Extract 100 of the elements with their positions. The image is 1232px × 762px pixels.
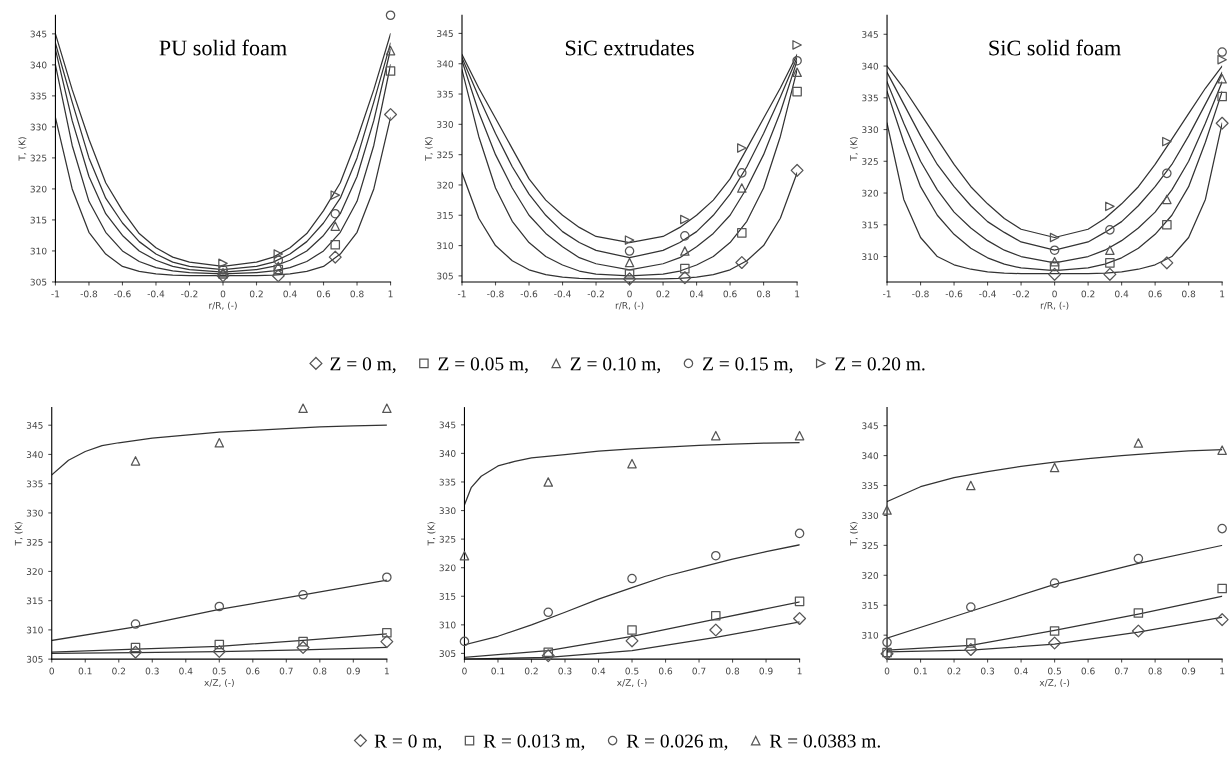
x-tick-label: -0.2 [1012, 290, 1029, 298]
x-tick-label: 0.6 [316, 290, 331, 298]
y-tick-label: 330 [26, 509, 43, 517]
y-tick-label: 320 [439, 564, 456, 572]
y-tick-label: 320 [862, 572, 879, 579]
x-tick-label: -0.4 [147, 290, 165, 298]
x-tick-label: 0.5 [212, 667, 226, 675]
y-tick-label: 335 [862, 94, 878, 102]
y-tick-label: 315 [30, 216, 47, 224]
x-tick-label: 0.2 [524, 667, 538, 675]
x-tick-label: 0.7 [1115, 667, 1129, 675]
y-tick-label: 345 [26, 421, 43, 429]
text: SiC solid foam [989, 39, 1121, 56]
text: SiC extrudates [565, 39, 694, 56]
y-tick-label: 335 [862, 482, 878, 490]
y-tick-label: 320 [26, 568, 43, 575]
x-tick-label: -0.2 [181, 290, 198, 298]
x-tick-label: 0.9 [759, 667, 773, 675]
y-tick-label: 325 [26, 538, 43, 546]
x-axis-title: r/R, (-) [209, 301, 237, 310]
y-tick-label: 335 [26, 480, 43, 488]
y-tick-label: 340 [437, 60, 454, 68]
x-tick-label: 0.4 [591, 667, 606, 675]
x-tick-label: 1 [388, 290, 393, 298]
x-tick-label: -1 [457, 290, 466, 298]
x-tick-label: 0 [1052, 290, 1057, 298]
x-tick-label: -0.8 [80, 290, 98, 298]
x-tick-label: 0.7 [692, 667, 706, 675]
x-tick-label: 0.3 [558, 667, 572, 675]
x-tick-label: 0 [627, 290, 632, 298]
x-tick-label: 0.4 [1014, 667, 1028, 675]
y-tick-label: 315 [862, 601, 878, 609]
legend-label: Z = 0.05 m, [438, 357, 528, 374]
y-tick-label: 315 [862, 221, 878, 229]
y-tick-label: 310 [30, 247, 47, 255]
x-tick-label: 0.4 [179, 667, 193, 675]
y-tick-label: 330 [30, 123, 47, 131]
y-tick-label: 310 [437, 242, 454, 250]
y-tick-label: 335 [439, 478, 456, 486]
y-tick-label: 320 [30, 185, 47, 193]
y-axis-title: T, (K) [14, 522, 23, 546]
x-tick-label: 1 [795, 290, 800, 298]
x-tick-label: -0.6 [520, 290, 538, 298]
y-tick-label: 320 [437, 181, 454, 189]
x-tick-label: 0.7 [279, 667, 293, 675]
x-tick-label: 0.4 [1115, 290, 1129, 298]
x-tick-label: 0.2 [112, 667, 126, 675]
legend-label: R = 0.0383 m. [769, 734, 880, 748]
y-tick-label: 325 [862, 542, 878, 549]
x-tick-label: 0.8 [350, 290, 364, 298]
y-tick-label: 340 [26, 451, 43, 459]
x-tick-label: 0.1 [491, 667, 505, 675]
x-tick-label: -0.6 [114, 290, 131, 298]
y-tick-label: 305 [437, 272, 453, 280]
x-tick-label: 0.6 [723, 290, 737, 298]
x-tick-label: 0.9 [1182, 667, 1196, 675]
x-tick-label: 0.5 [1048, 667, 1061, 675]
x-tick-label: -1 [882, 290, 891, 298]
x-tick-label: 0.8 [1148, 667, 1162, 675]
x-tick-label: 0.2 [249, 290, 263, 298]
y-axis-title: T, (K) [427, 522, 436, 546]
x-tick-label: 1 [1220, 667, 1225, 675]
x-tick-label: 0.4 [689, 290, 704, 298]
y-tick-label: 325 [439, 535, 456, 543]
x-tick-label: 0 [462, 667, 467, 675]
y-tick-label: 305 [26, 655, 43, 663]
x-axis-title: r/R, (-) [615, 301, 644, 310]
y-axis-title: T, (K) [849, 522, 859, 546]
x-tick-label: -0.2 [587, 290, 604, 298]
x-tick-label: 0.8 [757, 290, 771, 298]
y-tick-label: 335 [30, 92, 47, 100]
legend-label: R = 0 m, [374, 734, 442, 751]
y-tick-label: 340 [862, 62, 879, 70]
y-axis-title: T, (K) [18, 137, 27, 161]
y-tick-label: 320 [862, 189, 879, 197]
y-tick-label: 340 [439, 450, 456, 457]
x-axis-title: x/Z, (-) [204, 678, 234, 688]
y-tick-label: 330 [439, 507, 456, 515]
x-tick-label: 1 [1220, 290, 1225, 298]
x-tick-label: -0.4 [979, 290, 996, 298]
y-tick-label: 310 [862, 631, 879, 639]
x-tick-label: 0.8 [313, 667, 327, 675]
x-tick-label: 1 [384, 667, 389, 675]
y-axis-title: T, (K) [424, 137, 433, 161]
y-tick-label: 310 [439, 621, 456, 629]
y-tick-label: 325 [862, 158, 878, 165]
x-tick-label: -0.6 [945, 290, 963, 298]
y-tick-label: 340 [862, 452, 879, 460]
y-tick-label: 330 [437, 121, 454, 128]
y-tick-label: 345 [862, 31, 878, 38]
y-tick-label: 315 [437, 211, 453, 219]
x-tick-label: 0.2 [656, 290, 670, 298]
y-tick-label: 345 [439, 421, 456, 429]
x-tick-label: -0.4 [554, 290, 571, 298]
y-tick-label: 345 [30, 30, 47, 38]
y-tick-label: 330 [862, 126, 879, 134]
y-tick-label: 340 [30, 61, 47, 69]
y-axis-title: T, (K) [849, 137, 859, 161]
x-tick-label: 0.6 [1081, 667, 1095, 675]
x-tick-label: 0.2 [947, 667, 961, 675]
